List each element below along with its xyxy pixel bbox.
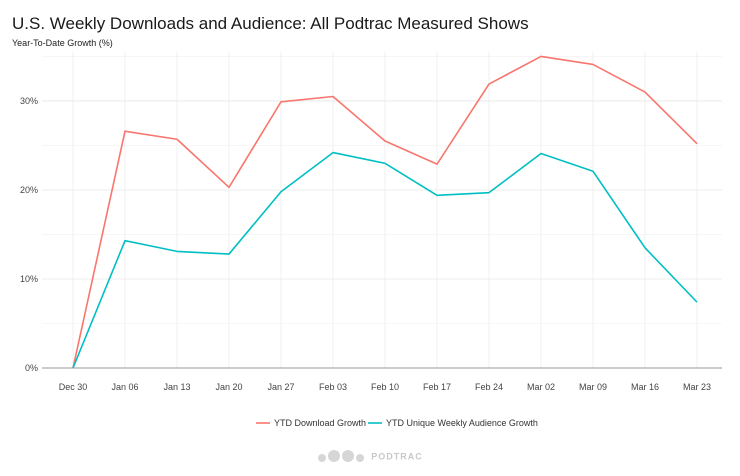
chart-subtitle: Year-To-Date Growth (%) bbox=[12, 38, 113, 48]
x-tick-label: Feb 24 bbox=[475, 382, 503, 392]
podtrac-watermark: PODTRAC bbox=[0, 450, 740, 464]
series-line-download-growth bbox=[72, 55, 698, 369]
x-tick-label: Jan 27 bbox=[267, 382, 294, 392]
legend-label: YTD Download Growth bbox=[274, 418, 366, 428]
line-chart: 0% 10% 20% 30% Dec 30 Jan 06 Jan 13 Jan 20 Jan 2… bbox=[20, 52, 722, 428]
x-tick-label: Mar 02 bbox=[527, 382, 555, 392]
legend-label: YTD Unique Weekly Audience Growth bbox=[386, 418, 538, 428]
x-tick-label: Mar 09 bbox=[579, 382, 607, 392]
y-tick-label: 10% bbox=[20, 274, 38, 284]
series-line-audience-growth bbox=[72, 151, 698, 369]
y-tick-label: 20% bbox=[20, 185, 38, 195]
x-tick-label: Feb 10 bbox=[371, 382, 399, 392]
y-tick-label: 30% bbox=[20, 96, 38, 106]
x-tick-label: Feb 03 bbox=[319, 382, 347, 392]
x-tick-label: Mar 23 bbox=[683, 382, 711, 392]
x-tick-label: Jan 13 bbox=[163, 382, 190, 392]
watermark-text: PODTRAC bbox=[371, 451, 423, 462]
x-tick-label: Dec 30 bbox=[59, 382, 88, 392]
x-tick-label: Feb 17 bbox=[423, 382, 451, 392]
x-tick-label: Jan 20 bbox=[215, 382, 242, 392]
x-tick-label: Jan 06 bbox=[111, 382, 138, 392]
chart-title: U.S. Weekly Downloads and Audience: All … bbox=[12, 14, 529, 33]
podtrac-logo-icon bbox=[317, 450, 365, 464]
x-tick-label: Mar 16 bbox=[631, 382, 659, 392]
y-tick-label: 0% bbox=[25, 363, 38, 373]
